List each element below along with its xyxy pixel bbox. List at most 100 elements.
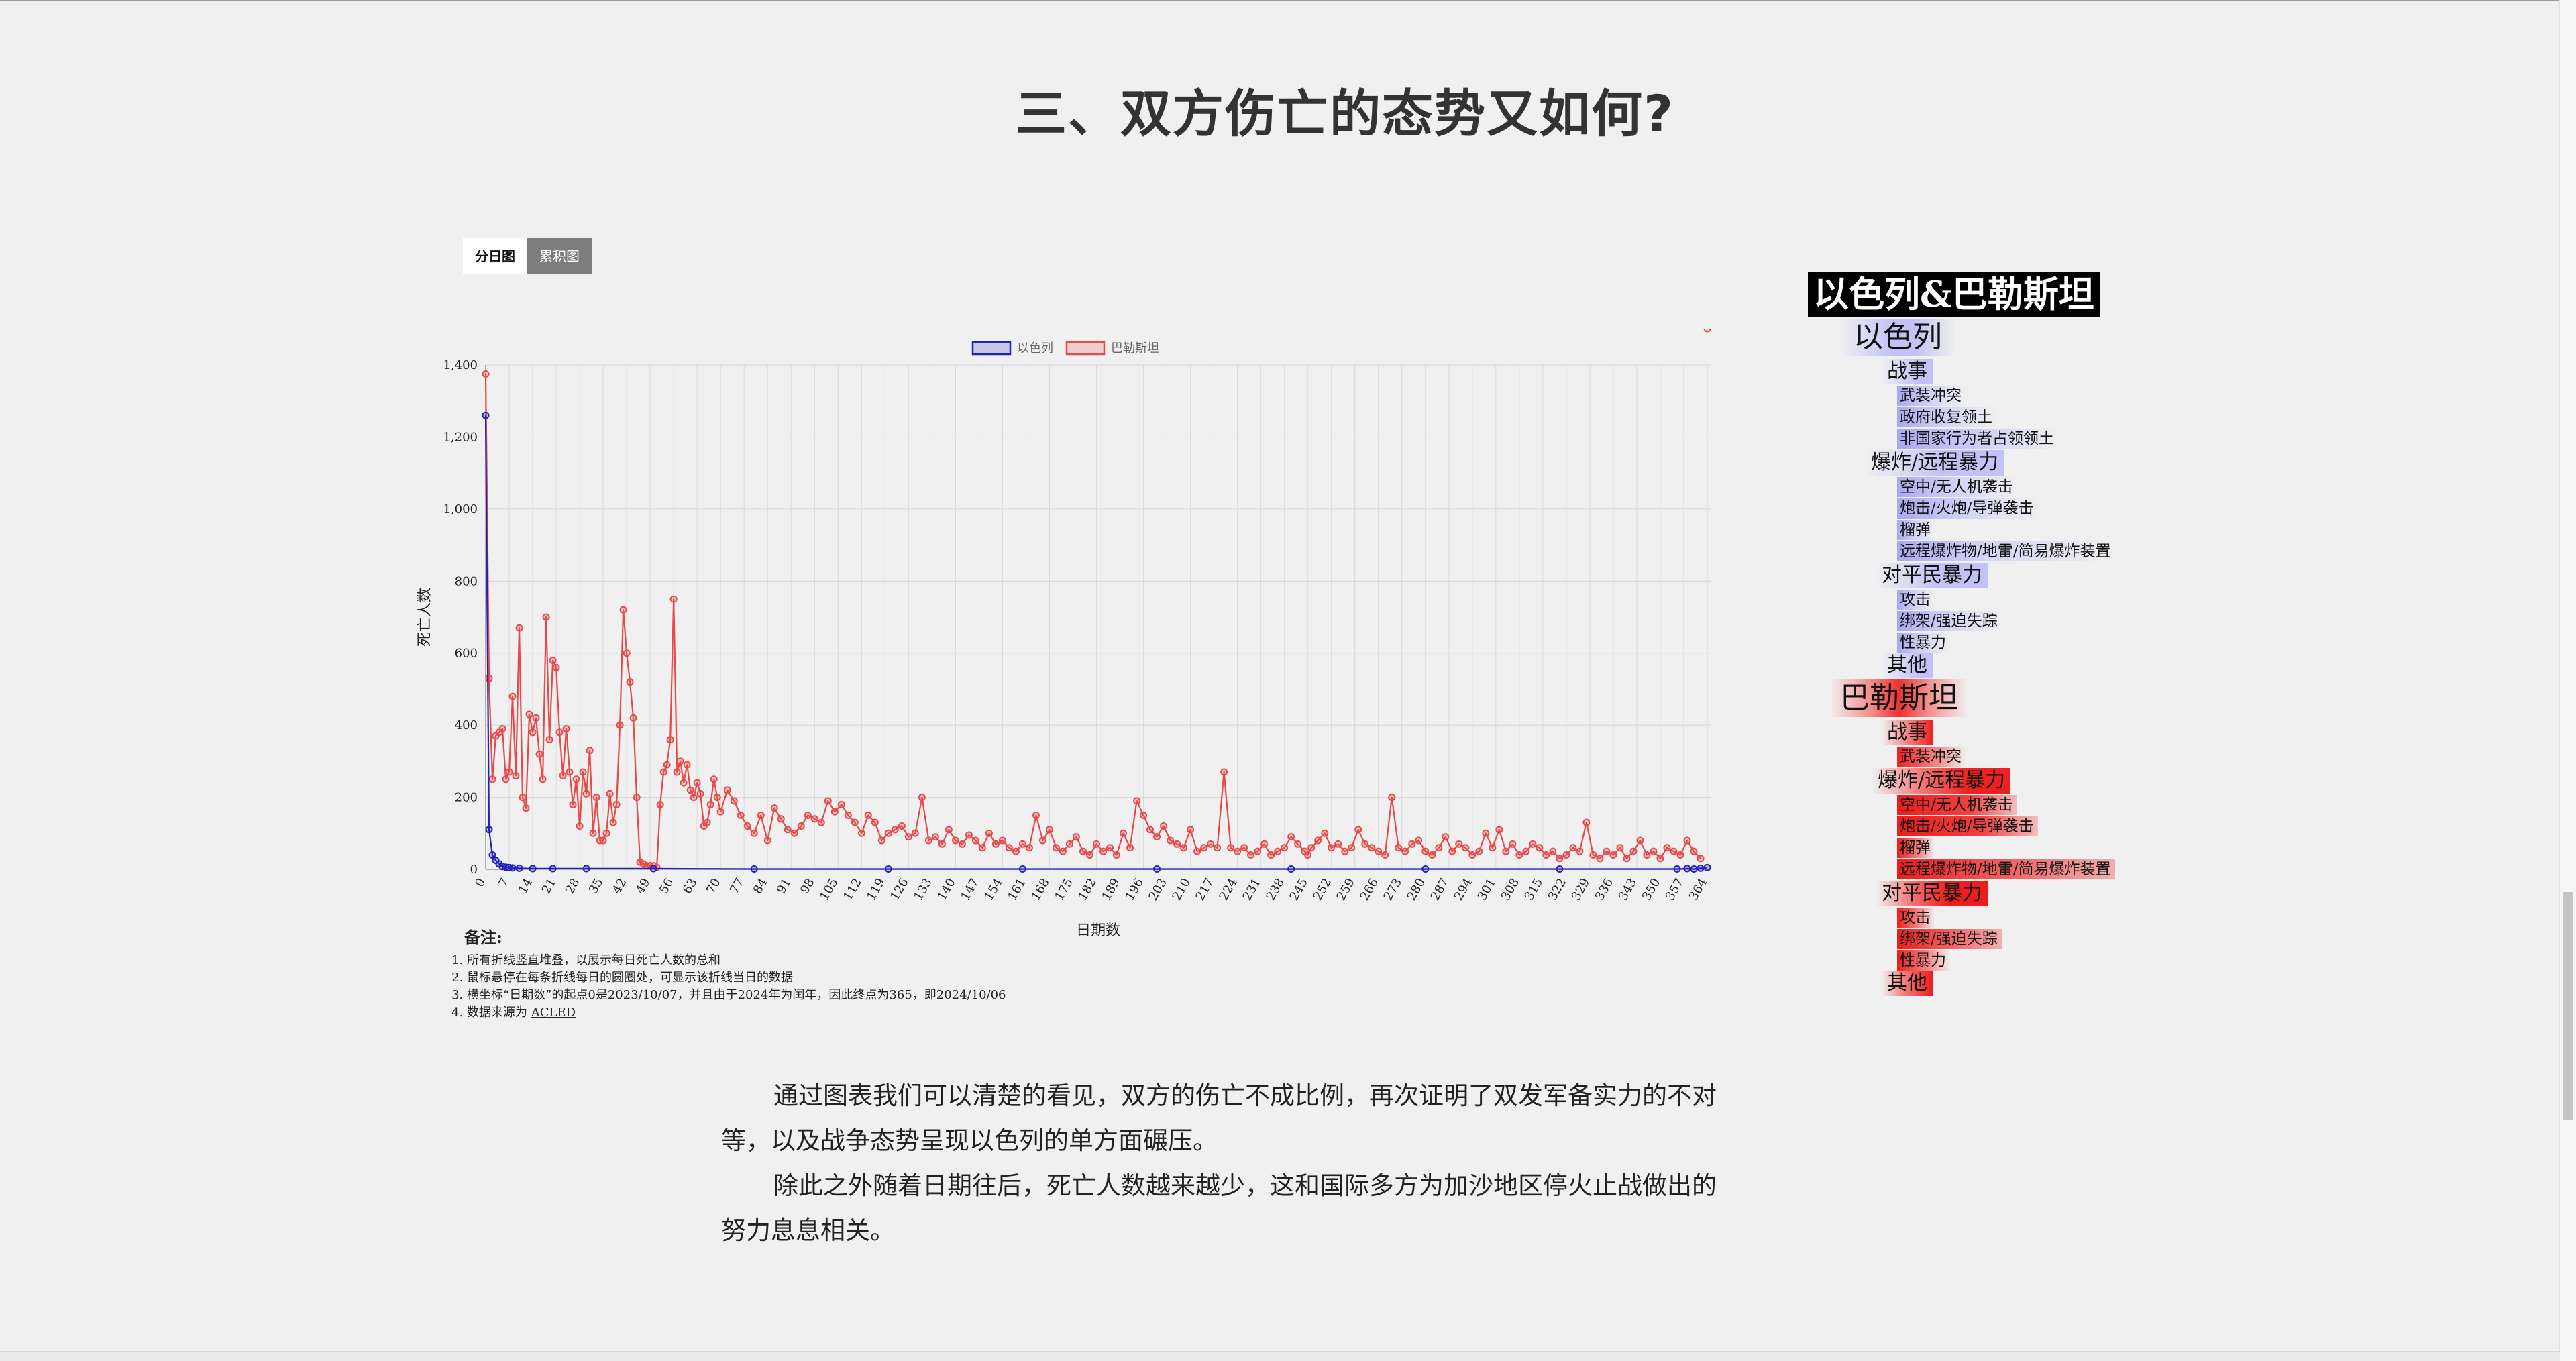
- source-prefix: 数据来源为: [467, 1005, 527, 1020]
- tree-palestine-civilian[interactable]: 对平民暴力: [1876, 881, 1988, 906]
- data-point: [737, 811, 745, 819]
- tree-palestine-civilian-item[interactable]: 性暴力: [1897, 950, 1950, 971]
- data-point: [602, 829, 610, 837]
- grid-lines: [485, 364, 1711, 870]
- x-tick-label: 35: [586, 876, 606, 896]
- tree-palestine[interactable]: 巴勒斯坦: [1831, 679, 1968, 717]
- data-point: [1085, 851, 1093, 859]
- data-point: [488, 851, 496, 859]
- data-point: [482, 370, 490, 378]
- acled-link[interactable]: ACLED: [531, 1005, 576, 1020]
- data-point: [686, 786, 694, 794]
- data-point: [485, 826, 493, 834]
- x-tick-label: 49: [633, 876, 653, 896]
- tree-israel-explosion-item[interactable]: 榴弹: [1897, 520, 1935, 540]
- x-tick-label: 7: [496, 876, 512, 889]
- tree-palestine-war[interactable]: 战事: [1882, 720, 1933, 745]
- tree-israel-other[interactable]: 其他: [1882, 653, 1933, 678]
- x-tick-label: 189: [1099, 876, 1122, 903]
- data-point: [898, 822, 906, 830]
- data-point: [1018, 840, 1026, 848]
- tree-israel-explosion-item[interactable]: 炮击/火炮/导弹袭击: [1897, 498, 2038, 519]
- tree-israel-civilian[interactable]: 对平民暴力: [1876, 563, 1988, 588]
- tree-israel[interactable]: 以色列: [1840, 319, 1955, 356]
- data-point: [1697, 864, 1705, 872]
- x-tick-label: 357: [1663, 876, 1686, 903]
- data-point: [1515, 851, 1523, 859]
- tree-palestine-explosion-item[interactable]: 远程爆炸物/地雷/简易爆炸装置: [1897, 859, 2115, 879]
- data-point: [1549, 847, 1557, 855]
- data-point: [1697, 855, 1705, 863]
- tab-cumulative[interactable]: 累积图: [527, 238, 592, 274]
- x-tick-label: 63: [680, 876, 700, 896]
- data-point: [676, 757, 684, 765]
- tree-palestine-civilian-item[interactable]: 绑架/强迫失踪: [1897, 929, 2002, 949]
- vertical-scrollbar[interactable]: [2559, 0, 2576, 1361]
- data-point: [1304, 851, 1312, 859]
- tree-israel-war-item[interactable]: 武装冲突: [1897, 386, 1966, 406]
- x-tick-label: 133: [911, 876, 934, 903]
- data-point: [1468, 851, 1477, 859]
- data-point: [991, 840, 1000, 848]
- data-point: [1059, 847, 1067, 855]
- data-point: [555, 728, 564, 737]
- x-tick-label: 301: [1475, 876, 1499, 903]
- data-point: [1650, 847, 1658, 855]
- tree-israel-war[interactable]: 战事: [1882, 359, 1933, 384]
- data-point: [586, 747, 594, 755]
- data-point: [1623, 855, 1631, 863]
- data-point: [656, 800, 664, 808]
- tree-palestine-war-item[interactable]: 武装冲突: [1897, 747, 1966, 767]
- tree-palestine-civilian-item[interactable]: 攻击: [1897, 908, 1935, 928]
- tree-israel-explosion[interactable]: 爆炸/远程暴力: [1866, 450, 2004, 476]
- tree-israel-civilian-item[interactable]: 绑架/强迫失踪: [1897, 611, 2002, 631]
- x-tick-label: 126: [888, 876, 911, 903]
- tree-israel-explosion-item[interactable]: 远程爆炸物/地雷/简易爆炸装置: [1897, 541, 2115, 561]
- data-point: [1038, 836, 1046, 845]
- data-point: [1079, 847, 1087, 855]
- tree-palestine-explosion[interactable]: 爆炸/远程暴力: [1872, 768, 2011, 794]
- tree-israel-war-item[interactable]: 政府收复领土: [1897, 407, 1996, 427]
- data-point: [1173, 840, 1181, 848]
- data-point: [592, 794, 600, 802]
- data-point: [871, 818, 879, 826]
- tree-palestine-explosion-item[interactable]: 榴弹: [1897, 838, 1935, 858]
- tab-daily[interactable]: 分日图: [463, 238, 527, 274]
- tree-palestine-other[interactable]: 其他: [1882, 971, 1933, 996]
- data-point: [1126, 844, 1134, 852]
- data-point: [804, 811, 812, 819]
- tree-palestine-explosion-item[interactable]: 空中/无人机袭击: [1897, 795, 2017, 815]
- data-point: [502, 775, 510, 783]
- data-point: [1341, 847, 1349, 855]
- data-point: [1314, 836, 1322, 845]
- article-body: 通过图表我们可以清楚的看见，双方的伤亡不成比例，再次证明了双发军备实力的不对等，…: [721, 1073, 1734, 1253]
- top-border: [0, 0, 2576, 1]
- article-paragraph: 通过图表我们可以清楚的看见，双方的伤亡不成比例，再次证明了双发军备实力的不对等，…: [721, 1081, 1717, 1155]
- data-point: [1240, 844, 1248, 852]
- x-tick-label: 147: [958, 876, 981, 903]
- data-point: [750, 865, 758, 873]
- data-point: [1167, 836, 1175, 845]
- tree-israel-explosion-item[interactable]: 空中/无人机袭击: [1897, 477, 2017, 497]
- data-point: [576, 822, 584, 830]
- data-point: [1025, 844, 1033, 852]
- data-point: [763, 836, 771, 845]
- note-item: 所有折线竖直堆叠，以展示每日死亡人数的总和: [467, 952, 1006, 969]
- data-point: [1643, 851, 1651, 859]
- data-point: [1556, 865, 1564, 873]
- data-point: [582, 790, 590, 798]
- data-point: [810, 815, 818, 823]
- data-point: [877, 836, 885, 845]
- data-point: [666, 736, 674, 744]
- tree-israel-civilian-item[interactable]: 攻击: [1897, 590, 1935, 610]
- tree-israel-civilian-item[interactable]: 性暴力: [1897, 633, 1950, 653]
- data-point: [797, 822, 805, 830]
- y-tick-label: 400: [455, 718, 478, 732]
- tree-israel-war-item[interactable]: 非国家行为者占领领土: [1897, 429, 2058, 449]
- data-point: [1254, 847, 1262, 855]
- tree-root: 以色列&巴勒斯坦: [1808, 272, 2100, 317]
- x-tick-label: 196: [1123, 876, 1146, 903]
- data-point: [844, 811, 852, 819]
- tree-palestine-explosion-item[interactable]: 炮击/火炮/导弹袭击: [1897, 816, 2038, 836]
- scrollbar-thumb[interactable]: [2563, 892, 2573, 1120]
